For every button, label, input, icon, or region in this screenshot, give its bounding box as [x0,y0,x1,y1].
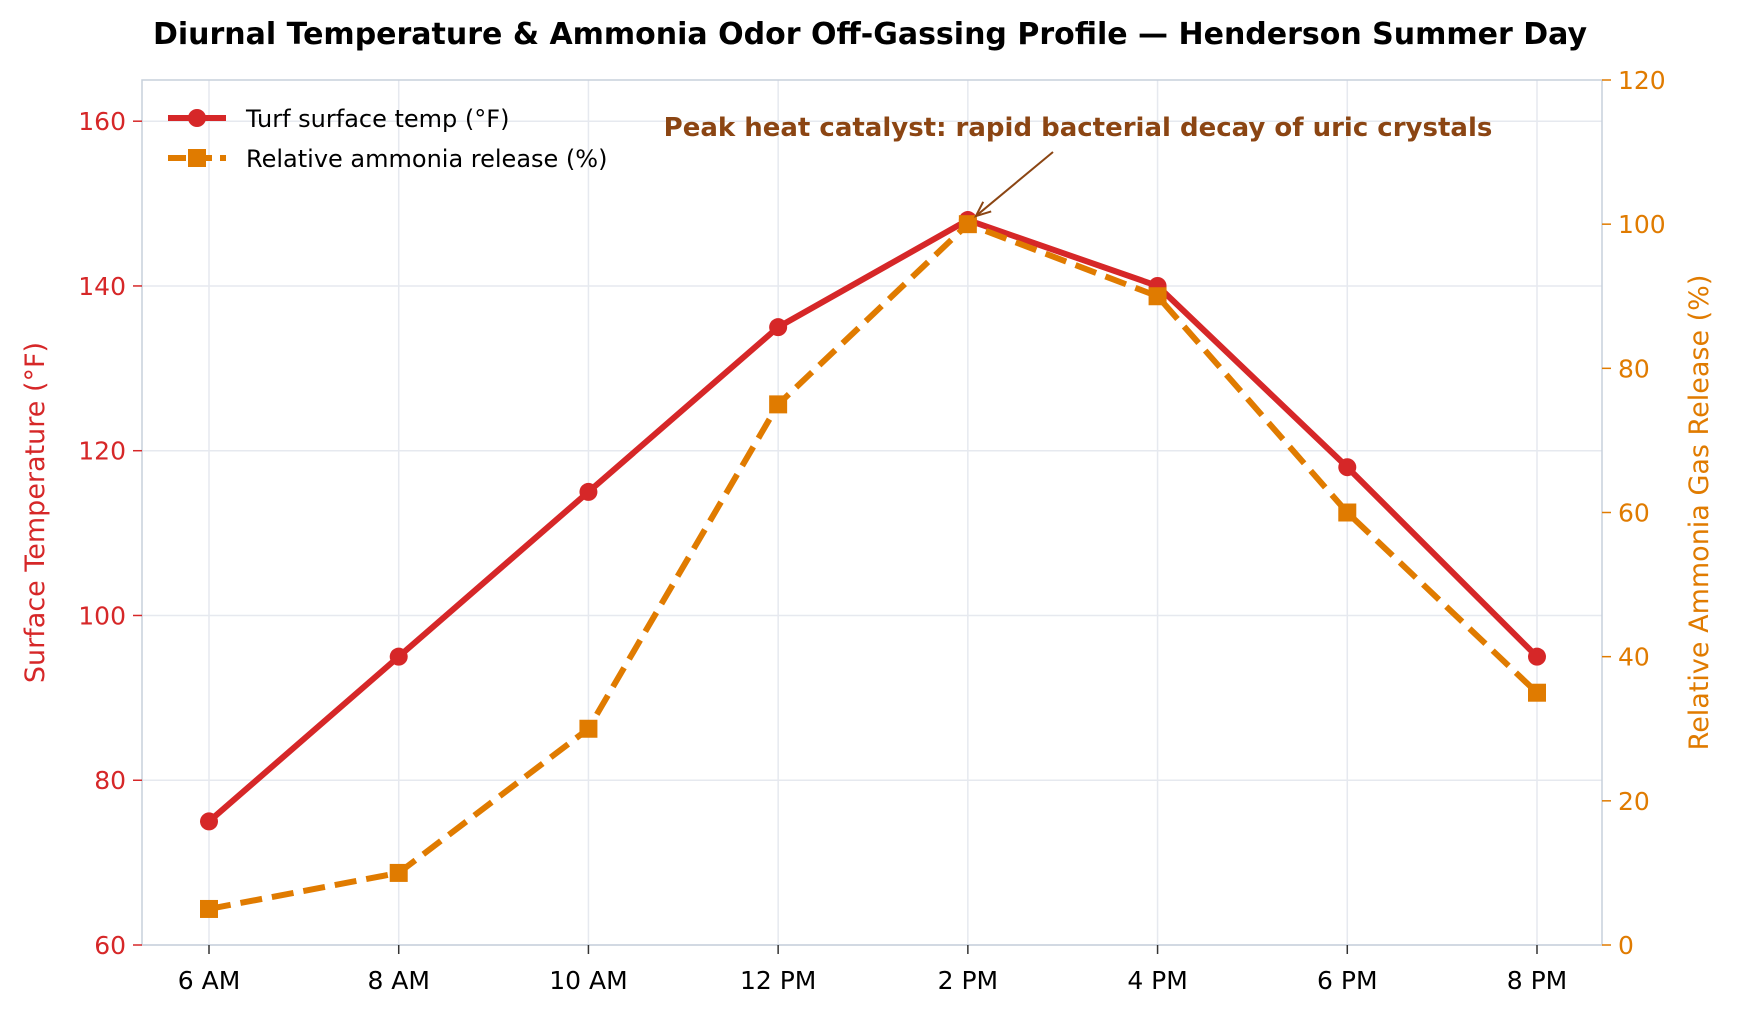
legend-label-0: Turf surface temp (°F) [245,105,509,133]
x-tick-label: 12 PM [740,966,816,995]
data-point [579,482,598,501]
x-tick-label: 8 AM [367,966,430,995]
x-tick-label: 6 PM [1317,966,1378,995]
data-point [1148,287,1167,306]
y-left-tick-label: 60 [94,931,126,960]
x-tick-label: 10 AM [549,966,627,995]
annotation-layer: Peak heat catalyst: rapid bacterial deca… [664,113,1493,218]
data-point [958,215,977,234]
legend: Turf surface temp (°F) Relative ammonia r… [168,105,607,173]
y-right-tick-label: 60 [1618,499,1650,528]
y-right-tick-label: 100 [1618,210,1666,239]
data-point [1528,647,1546,666]
data-point [769,395,788,414]
legend-marker [188,109,206,127]
series-layer [200,211,1546,918]
y-left-axis-label: Surface Temperature (°F) [20,342,51,683]
data-point [1338,503,1357,522]
data-point [1338,458,1357,477]
y-right-tick-label: 80 [1618,354,1650,383]
y-left-tick-label: 100 [78,601,126,630]
x-tick-label: 8 PM [1507,966,1568,995]
axes: 6 AM 8 AM 10 AM 12 PM 2 PM 4 PM 6 PM 8 PM 60 80 10… [20,66,1715,995]
annotation-text: Peak heat catalyst: rapid bacterial deca… [664,113,1493,143]
data-point [579,719,598,738]
annotation-arrowhead [973,201,992,218]
chart-title: Diurnal Temperature & Ammonia Odor Off-G… [153,17,1588,52]
data-point [769,318,788,337]
y-right-tick-label: 40 [1618,643,1650,672]
y-left-tick-label: 160 [78,107,126,136]
y-right-tick-label: 120 [1618,66,1666,95]
legend-marker [188,149,206,167]
y-right-axis-label: Relative Ammonia Gas Release (%) [1684,275,1715,751]
legend-label-1: Relative ammonia release (%) [246,145,607,173]
data-point [200,899,218,918]
x-tick-label: 6 AM [178,966,241,995]
data-point [389,647,408,666]
plot-frame [141,79,1603,946]
y-right-tick-label: 20 [1618,787,1650,816]
series-line-1 [208,221,1540,912]
series-line-0 [207,217,1540,824]
annotation-arrow [975,151,1054,217]
x-tick-label: 4 PM [1127,966,1188,995]
data-point [200,812,218,831]
y-right-tick-label: 0 [1618,931,1634,960]
y-left-tick-label: 80 [94,766,126,795]
x-tick-label: 2 PM [938,966,999,995]
data-point [389,863,408,882]
y-left-tick-label: 120 [78,437,126,466]
grid [142,80,1602,946]
data-point [1528,683,1546,702]
y-left-tick-label: 140 [78,272,126,301]
